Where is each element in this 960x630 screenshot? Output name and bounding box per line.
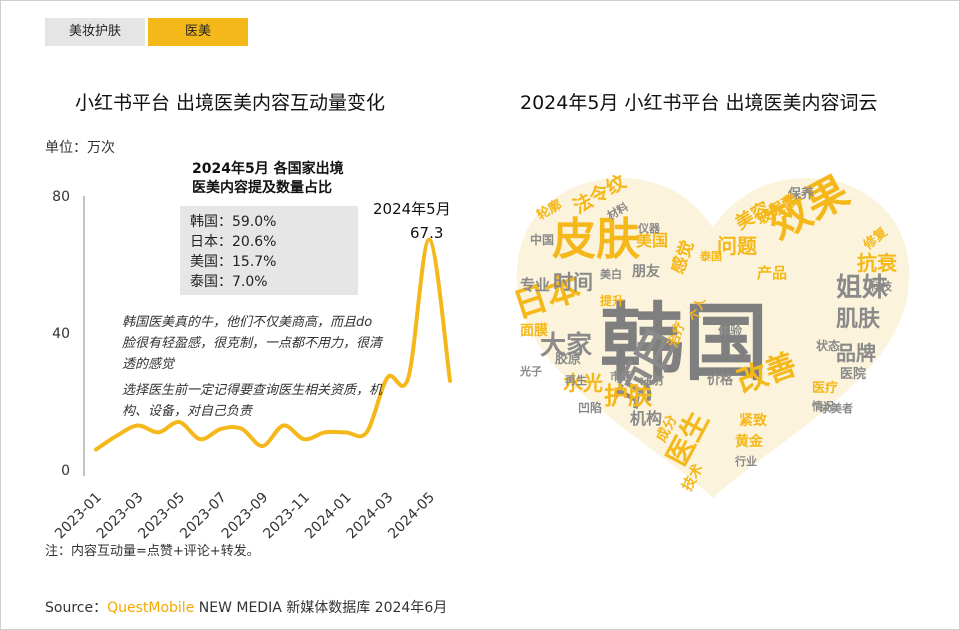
word-cloud-word: 体验 (718, 323, 743, 338)
word-cloud-word: 提升 (600, 293, 624, 308)
y-tick-label: 0 (61, 463, 70, 479)
y-tick-label: 40 (52, 326, 70, 342)
word-cloud-word: 皮肤 (552, 214, 640, 265)
word-cloud-word: 专业 (520, 276, 550, 294)
source-line: Source：QuestMobile NEW MEDIA 新媒体数据库 2024… (45, 597, 447, 617)
word-cloud-word: 胶原 (555, 351, 581, 367)
tab-medical-aesthetics[interactable]: 医美 (148, 18, 248, 46)
right-chart-title: 2024年5月 小红书平台 出境医美内容词云 (520, 92, 878, 114)
word-cloud-word: 美国 (636, 231, 668, 250)
word-cloud-word: 状态 (816, 338, 840, 353)
word-cloud-word: 求美者 (820, 401, 853, 415)
country-share-japan: 日本：20.6% (190, 234, 277, 250)
word-cloud-word: 面膜 (520, 322, 548, 339)
country-share-korea: 韩国：59.0% (190, 214, 277, 230)
word-cloud-word: 时间 (553, 270, 593, 294)
word-cloud-word: 紧致 (739, 412, 768, 429)
y-tick-label: 80 (52, 189, 70, 205)
word-cloud-word: 肌肤 (836, 307, 881, 332)
word-cloud-word: 机构 (630, 409, 662, 428)
heart-shape (516, 178, 910, 498)
country-share-box (180, 206, 358, 295)
user-quote-1: 韩国医美真的牛，他们不仅美商高，而且do脸很有轻盈感，很克制，一点都不用力，很清… (122, 315, 383, 372)
word-cloud-word: 护肤 (604, 382, 653, 410)
series-line (94, 237, 452, 452)
word-cloud-word: 姐妹 (836, 273, 888, 303)
country-share-thailand: 泰国：7.0% (190, 274, 268, 290)
word-cloud-word: 问题 (717, 234, 758, 258)
word-cloud-word: 保养 (787, 186, 815, 202)
word-cloud-word: 抗衰 (857, 251, 898, 275)
word-cloud-word: 韩国 (600, 294, 768, 392)
tab-beauty-skincare[interactable]: 美妆护肤 (45, 18, 145, 46)
unit-label: 单位：万次 (45, 140, 115, 156)
country-share-title-line2: 医美内容提及数量占比 (192, 180, 332, 196)
word-cloud-word: 产品 (757, 264, 787, 282)
word-cloud-word: 医院 (840, 366, 866, 382)
country-share-title-line1: 2024年5月 各国家出境 (192, 161, 344, 177)
source-prefix: Source： (45, 600, 108, 616)
word-cloud-word: 市场 (610, 369, 632, 383)
word-cloud-word: 朋友 (631, 263, 660, 280)
word-cloud-word: 凹陷 (578, 400, 602, 415)
word-cloud-word: 再生 (565, 373, 587, 387)
source-rest: NEW MEDIA 新媒体数据库 2024年6月 (194, 600, 448, 616)
word-cloud-word: 情况 (812, 399, 834, 413)
word-cloud-word: 医疗 (812, 380, 838, 396)
word-cloud-word: 泰国 (699, 249, 722, 263)
footnote: 注：内容互动量=点赞+评论+转发。 (45, 544, 260, 559)
country-share-title: 2024年5月 各国家出境 医美内容提及数量占比 (192, 160, 344, 198)
user-quote-2: 选择医生前一定记得要查询医生相关资质，机构、设备，对自己负责 (122, 383, 383, 419)
peak-callout-value: 67.3 (410, 224, 444, 242)
source-brand: QuestMobile (107, 600, 195, 616)
word-cloud-word: 中国 (530, 232, 554, 247)
word-cloud-word: 注射 (640, 372, 664, 387)
word-cloud-word: 黄金 (735, 433, 764, 450)
word-cloud-word: 科技 (870, 279, 893, 293)
word-cloud-word: 行业 (734, 454, 757, 468)
line-chart: 040802023-012023-032023-052023-072023-09… (52, 189, 452, 540)
peak-callout-label: 2024年5月 (373, 200, 451, 218)
word-cloud-word: 水光 (563, 371, 603, 395)
word-cloud-word: 光子 (519, 364, 542, 378)
word-cloud-word: 仪器 (637, 222, 661, 235)
word-cloud-word: 价格 (707, 372, 734, 388)
word-cloud-word: 大家 (540, 330, 592, 361)
country-share-usa: 美国：15.7% (190, 254, 277, 270)
left-chart-title: 小红书平台 出境医美内容互动量变化 (75, 92, 386, 114)
word-cloud-word: 美白 (600, 267, 622, 281)
word-cloud-word: 品牌 (836, 341, 876, 365)
